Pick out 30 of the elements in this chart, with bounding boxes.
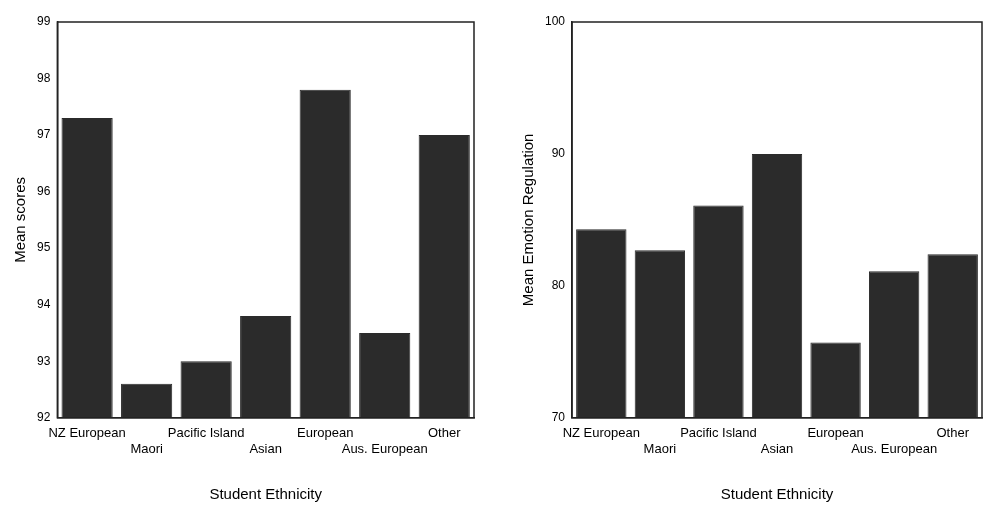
x-tick-label: Maori bbox=[643, 440, 677, 456]
x-tick-label: Asian bbox=[249, 440, 282, 456]
y-tick-label: 95 bbox=[36, 240, 51, 255]
y-tick-label: 97 bbox=[36, 127, 51, 142]
y-tick-label: 92 bbox=[36, 410, 51, 425]
y-tick-label: 90 bbox=[551, 146, 566, 161]
y-tick-label: 70 bbox=[551, 410, 566, 425]
x-axis-title: Student Ethnicity bbox=[720, 485, 834, 503]
x-tick-label: Aus. European bbox=[851, 440, 938, 456]
x-axis-title: Student Ethnicity bbox=[209, 485, 323, 503]
y-tick-label: 80 bbox=[551, 278, 566, 293]
x-tick-label: Pacific Island bbox=[680, 425, 757, 441]
y-axis-title: Mean scores bbox=[11, 176, 29, 263]
y-tick-label: 96 bbox=[36, 183, 51, 198]
x-tick-label: Maori bbox=[130, 440, 163, 456]
x-tick-label: Other bbox=[936, 425, 970, 441]
x-tick-label: Asian bbox=[760, 440, 794, 456]
x-tick-label: Aus. European bbox=[341, 440, 428, 456]
x-tick-label: European bbox=[807, 425, 864, 441]
x-tick-label: European bbox=[297, 425, 354, 441]
y-tick-label: 99 bbox=[36, 14, 51, 29]
x-tick-label: NZ European bbox=[562, 425, 640, 441]
x-tick-label: Pacific Island bbox=[167, 425, 245, 441]
y-axis-title: Mean Emotion Regulation bbox=[519, 133, 537, 307]
y-tick-label: 98 bbox=[36, 70, 51, 85]
x-tick-label: NZ European bbox=[48, 425, 126, 441]
y-tick-label: 93 bbox=[36, 353, 51, 368]
y-tick-label: 94 bbox=[36, 297, 51, 312]
y-tick-label: 100 bbox=[544, 14, 566, 29]
x-tick-label: Other bbox=[427, 425, 462, 441]
